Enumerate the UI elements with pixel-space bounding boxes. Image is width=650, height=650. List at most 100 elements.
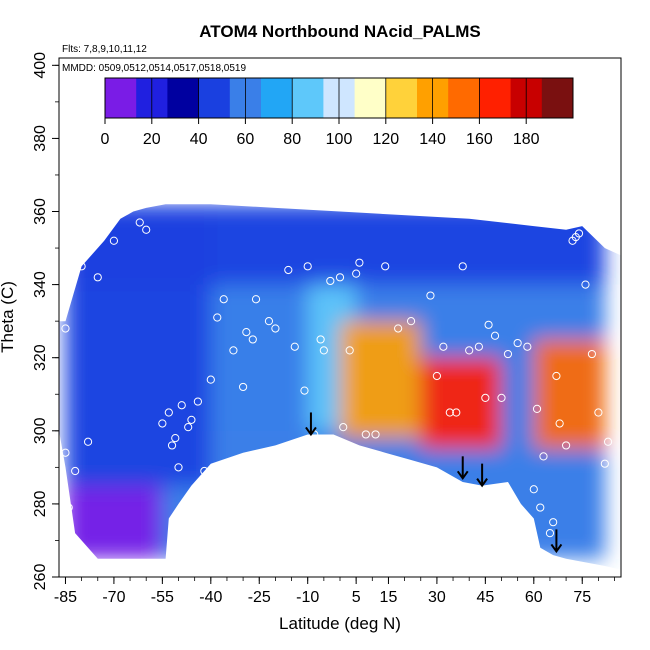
sample-point	[561, 441, 571, 450]
x-tick-label: -55	[151, 589, 174, 606]
sample-point	[539, 452, 548, 461]
y-tick-label: 280	[32, 490, 49, 517]
tropopause-arrow	[456, 456, 469, 481]
sample-point	[239, 382, 248, 392]
colorbar-tick-label: 20	[143, 131, 161, 148]
sample-point	[465, 346, 474, 355]
sample-point	[174, 463, 183, 472]
x-tick-label: -40	[199, 589, 222, 606]
sample-point	[503, 349, 513, 359]
sample-point	[484, 320, 493, 329]
sample-point	[339, 423, 348, 432]
sample-point	[406, 317, 416, 326]
sample-point	[184, 423, 193, 432]
colorbar-tick-labels: 0 20 40 60 80 100 120 140 160 180	[101, 118, 540, 148]
y-tick-label: 300	[32, 417, 49, 444]
sample-point	[61, 448, 70, 457]
sample-point	[71, 466, 80, 476]
sample-point	[83, 437, 93, 446]
colorbar-swatch	[385, 78, 418, 118]
sample-point	[135, 218, 144, 227]
sample-point	[555, 419, 564, 428]
sample-point	[264, 317, 274, 326]
x-tick-label: 60	[525, 589, 543, 606]
sample-point	[549, 518, 558, 527]
x-tick-label: -25	[248, 589, 271, 606]
x-tick-label: 45	[476, 589, 494, 606]
tropopause-arrow	[476, 463, 488, 488]
no-data-mask	[59, 58, 621, 577]
sample-point	[164, 408, 173, 417]
sample-point	[242, 328, 251, 337]
sample-point	[458, 262, 467, 271]
sample-point	[552, 371, 561, 381]
sample-point	[213, 313, 222, 322]
colorbar-tick-label: 120	[372, 131, 399, 148]
sample-point	[371, 430, 380, 439]
x-tick-label: 15	[380, 589, 398, 606]
sample-point	[497, 393, 506, 403]
sample-point	[93, 273, 102, 282]
y-axis: 260 280 300 320 340 360 380 400	[32, 52, 59, 590]
y-tick-label: 380	[32, 125, 49, 152]
colorbar-swatch	[479, 78, 512, 118]
sample-point	[200, 466, 209, 476]
sample-point	[300, 386, 309, 395]
dates-note: MMDD: 0509,0512,0514,0517,0518,0519	[62, 63, 246, 74]
sample-point	[545, 529, 555, 538]
sample-point	[532, 404, 542, 413]
y-tick-label: 260	[32, 564, 49, 591]
sample-point	[319, 346, 328, 355]
sample-point	[251, 295, 261, 304]
sample-point	[193, 397, 202, 406]
sample-point	[603, 437, 613, 446]
sample-point	[167, 441, 177, 450]
colorbar-tick-label: 180	[513, 131, 540, 148]
x-axis: -85 -70 -55 -40 -25 -10 5 15 30 45 60 75	[54, 577, 615, 606]
tropopause-arrow	[550, 529, 563, 554]
sample-point	[219, 295, 228, 304]
y-tick-label: 360	[32, 198, 49, 225]
sample-point	[125, 203, 135, 212]
sample-point	[394, 324, 403, 333]
sample-point	[284, 265, 293, 275]
sample-point	[600, 459, 609, 468]
sample-point	[229, 346, 238, 355]
sample-point	[581, 280, 590, 289]
chart-title: ATOM4 Northbound NAcid_PALMS	[199, 22, 480, 41]
sample-point	[381, 262, 390, 271]
sample-point	[481, 393, 490, 403]
heatmap-region	[210, 266, 308, 431]
x-tick-label: 75	[573, 589, 591, 606]
sample-point	[316, 335, 325, 344]
heatmap-region	[533, 339, 605, 450]
colorbar-tick-label: 0	[101, 131, 110, 148]
sample-point	[290, 342, 299, 351]
colorbar-swatch	[448, 78, 480, 118]
sample-point	[109, 236, 119, 245]
sample-point	[432, 371, 441, 381]
sample-point	[490, 331, 500, 340]
colorbar-tick-label: 160	[466, 131, 493, 148]
tropopause-arrow	[305, 412, 317, 437]
sample-point	[523, 342, 532, 351]
colorbar-tick-label: 140	[419, 131, 446, 148]
sample-point	[426, 291, 435, 300]
sample-point	[187, 415, 196, 424]
sample-point	[326, 276, 335, 286]
sample-point	[355, 258, 364, 267]
sample-point	[61, 324, 70, 333]
sample-point	[445, 408, 454, 417]
colorbar-swatch	[198, 78, 231, 118]
colorbar	[104, 77, 574, 119]
colorbar-tick-label: 80	[283, 131, 301, 148]
sample-point	[574, 229, 584, 238]
colorbar-swatch	[105, 78, 137, 118]
sample-point	[529, 485, 538, 494]
heatmap-region	[340, 321, 421, 439]
y-tick-label: 400	[32, 52, 49, 79]
sample-points	[61, 203, 613, 538]
sample-point	[271, 324, 280, 333]
sample-point	[142, 225, 151, 234]
